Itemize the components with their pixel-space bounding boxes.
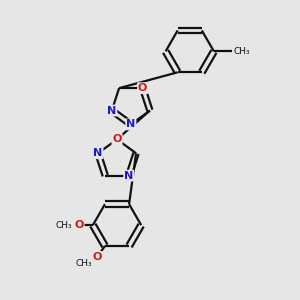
Text: O: O — [112, 134, 122, 144]
Text: O: O — [92, 252, 102, 262]
Text: N: N — [124, 171, 134, 181]
Text: N: N — [126, 119, 136, 129]
Text: CH₃: CH₃ — [56, 220, 72, 230]
Text: N: N — [107, 106, 116, 116]
Text: O: O — [74, 220, 84, 230]
Text: N: N — [93, 148, 103, 158]
Text: O: O — [138, 83, 147, 93]
Text: CH₃: CH₃ — [76, 259, 92, 268]
Text: CH₃: CH₃ — [233, 47, 250, 56]
